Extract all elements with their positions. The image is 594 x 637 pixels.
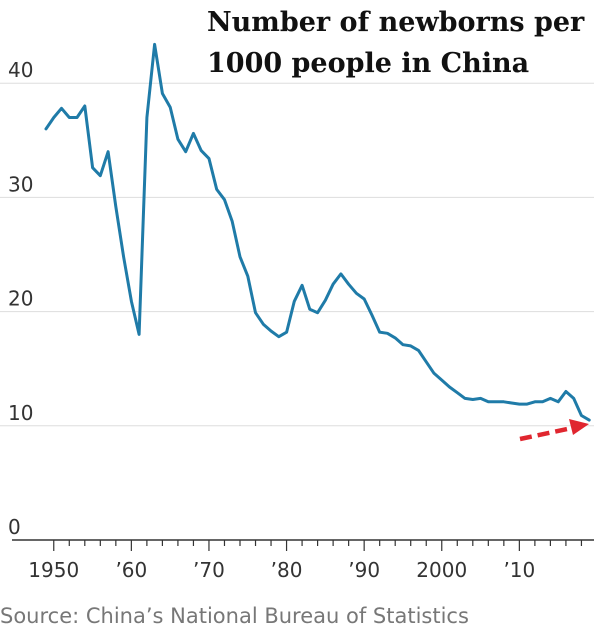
x-tick-label: 1950 [28, 558, 79, 582]
chart-title-line-1: Number of newborns per [207, 7, 585, 38]
y-tick-label: 20 [8, 287, 33, 311]
x-tick-label: ’90 [348, 558, 380, 582]
y-tick-label: 40 [8, 58, 33, 82]
chart-title-line-2: 1000 people in China [207, 48, 530, 79]
series-line-birth-rate [44, 42, 591, 422]
y-tick-label: 0 [8, 515, 21, 539]
gridlines [0, 82, 594, 427]
y-tick-label: 30 [8, 172, 33, 196]
annotation-arrow [519, 419, 589, 442]
source-note: Source: China’s National Bureau of Stati… [0, 604, 469, 628]
annotation-arrow-head [569, 419, 589, 435]
x-tick-label: 2000 [416, 558, 467, 582]
annotation-arrow-shaft [519, 425, 573, 442]
x-tick-label: ’10 [503, 558, 535, 582]
y-tick-label: 10 [8, 401, 33, 425]
x-tick-label: ’60 [115, 558, 147, 582]
x-tick-label: ’70 [193, 558, 225, 582]
x-axis-ticks: 1950 ’60 ’70 ’80 ’90 2000 ’10 [28, 540, 583, 582]
chart-title: Number of newborns per 1000 people in Ch… [207, 2, 594, 84]
y-axis-tick-labels: 0 10 20 30 40 [8, 58, 33, 539]
x-tick-label: ’80 [271, 558, 303, 582]
